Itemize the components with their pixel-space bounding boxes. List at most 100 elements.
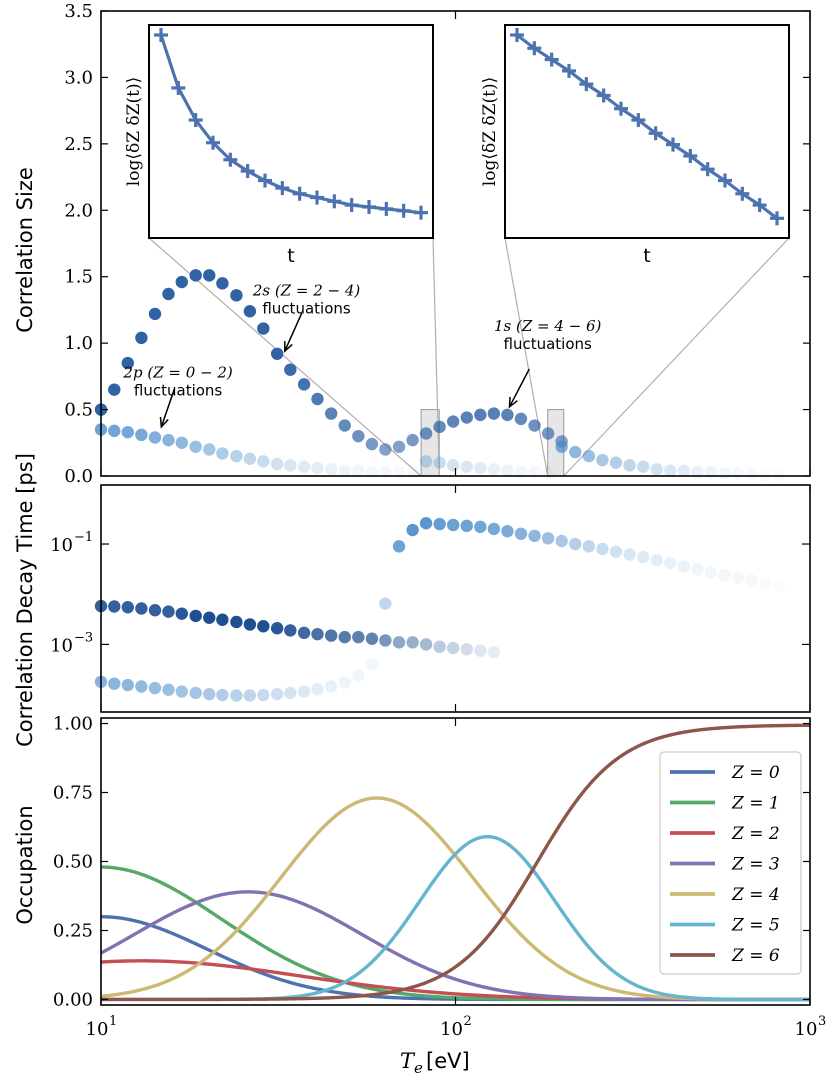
- data-point: [474, 408, 487, 422]
- data-point: [759, 468, 772, 481]
- data-point: [148, 681, 162, 695]
- data-point: [419, 638, 433, 651]
- y-tick-label: 0.5: [64, 400, 93, 421]
- data-point: [718, 467, 731, 480]
- data-point: [216, 613, 229, 626]
- data-point: [446, 518, 460, 532]
- y-tick-label: 0.0: [64, 466, 93, 487]
- y-tick-label: 0.50: [53, 852, 93, 873]
- data-point: [189, 440, 202, 453]
- data-point: [528, 465, 541, 479]
- data-point: [623, 459, 636, 472]
- y-tick-label: 3.5: [64, 1, 93, 22]
- data-point: [216, 277, 229, 290]
- data-point: [664, 464, 677, 477]
- data-point: [636, 460, 650, 473]
- data-point: [379, 634, 392, 647]
- data-point: [121, 678, 134, 692]
- data-point: [487, 522, 501, 536]
- x-tick-exponent: 2: [464, 1014, 472, 1029]
- data-point: [474, 644, 487, 657]
- data-point: [121, 356, 134, 370]
- y-tick-exponent: −1: [74, 530, 93, 545]
- data-point: [419, 427, 433, 440]
- data-point: [446, 459, 460, 472]
- xlabel-e: e: [414, 1059, 423, 1077]
- inset-curve: [159, 34, 422, 215]
- correlation-size-panel: 0.00.51.01.52.02.53.03.52p (Z = 0 − 2)fl…: [64, 1, 811, 487]
- data-point: [243, 689, 257, 702]
- zoom-connector-line: [504, 237, 549, 477]
- data-point: [230, 449, 243, 463]
- x-tick-label: 10: [440, 1019, 463, 1040]
- data-point: [108, 383, 121, 396]
- data-point: [365, 465, 379, 479]
- bottom-xlabel: T e [eV]: [400, 1049, 470, 1077]
- y-tick-label: 10: [50, 635, 73, 656]
- data-point: [148, 431, 162, 444]
- data-point: [474, 461, 487, 475]
- data-point: [419, 455, 433, 468]
- inset-ylabel: log⟨δZ δZ(t)⟩: [124, 77, 144, 186]
- data-point: [501, 464, 514, 477]
- data-point: [338, 419, 351, 432]
- data-point: [446, 415, 460, 428]
- data-point: [338, 464, 351, 477]
- data-point: [203, 443, 216, 456]
- data-point: [514, 412, 528, 426]
- data-point: [162, 287, 175, 301]
- y-tick-label: 0.00: [53, 989, 93, 1010]
- data-point: [216, 447, 229, 460]
- data-point: [704, 465, 718, 479]
- data-point: [365, 437, 379, 451]
- y-tick-label: 1.00: [53, 714, 93, 735]
- data-point: [311, 461, 324, 475]
- y-tick-label: 2.5: [64, 134, 93, 155]
- data-point: [460, 411, 473, 424]
- legend-label: Z = 4: [731, 885, 780, 905]
- data-point: [148, 307, 162, 321]
- middle-ylabel: Correlation Decay Time [ps]: [13, 453, 37, 747]
- data-point: [446, 641, 460, 655]
- data-point: [718, 568, 731, 582]
- annotation-title: 2p (Z = 0 − 2): [122, 364, 232, 382]
- data-point: [257, 455, 270, 468]
- data-point: [175, 275, 188, 289]
- y-tick-label: 0.75: [53, 783, 93, 804]
- data-point: [541, 467, 555, 480]
- data-point: [460, 643, 473, 656]
- data-point: [379, 597, 392, 610]
- data-point: [203, 687, 216, 701]
- y-tick-label: 1.5: [64, 267, 93, 288]
- annotation-title: 2s (Z = 2 − 4): [252, 281, 361, 299]
- legend-label: Z = 0: [731, 763, 780, 783]
- data-point: [324, 629, 338, 642]
- data-point: [379, 465, 392, 479]
- zoom-connector-line: [563, 237, 790, 477]
- data-point: [569, 445, 582, 459]
- data-point: [623, 548, 636, 561]
- data-point: [162, 605, 175, 618]
- data-point: [433, 456, 446, 469]
- annotation-arrow: [284, 312, 303, 352]
- xlabel-unit: [eV]: [426, 1049, 470, 1073]
- data-point: [257, 322, 270, 335]
- data-point: [636, 550, 650, 564]
- data-point: [731, 571, 745, 585]
- data-point: [297, 378, 311, 391]
- data-point: [379, 443, 392, 456]
- data-point: [175, 607, 188, 620]
- occupation-line: [101, 723, 810, 1002]
- data-point: [596, 542, 609, 556]
- data-point: [487, 645, 501, 659]
- data-point: [433, 420, 446, 434]
- data-point: [324, 463, 338, 476]
- data-point: [162, 433, 175, 447]
- annotation-title: 1s (Z = 4 − 6): [494, 317, 602, 335]
- data-point: [352, 429, 365, 443]
- data-point: [460, 519, 473, 533]
- data-point: [243, 305, 257, 318]
- data-point: [121, 425, 134, 439]
- annotation-arrow-head: [159, 416, 169, 429]
- data-point: [406, 523, 419, 537]
